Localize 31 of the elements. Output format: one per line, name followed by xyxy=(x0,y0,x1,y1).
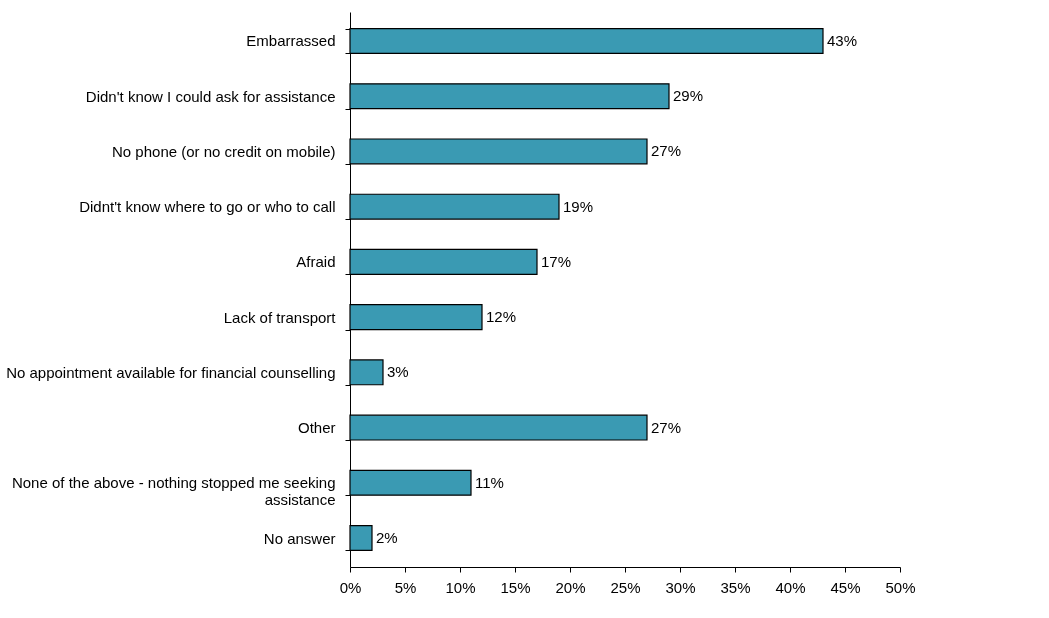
y-tick-label: No phone (or no credit on mobile) xyxy=(112,142,336,160)
data-label: 19% xyxy=(563,197,594,215)
data-label: 2% xyxy=(376,529,398,547)
x-tick-label: 35% xyxy=(720,578,751,596)
y-tick-label: Didn't know I could ask for assistance xyxy=(85,87,336,105)
x-tick-label: 25% xyxy=(610,578,641,596)
y-tick-label: Lack of transport xyxy=(223,308,337,326)
data-label: 3% xyxy=(387,363,409,381)
x-tick-label: 45% xyxy=(830,578,861,596)
data-label: 12% xyxy=(486,308,517,326)
y-tick-label: Other xyxy=(297,419,336,437)
data-label: 27% xyxy=(651,142,682,160)
data-label: 17% xyxy=(541,252,572,270)
x-tick-label: 30% xyxy=(665,578,696,596)
y-tick-label: None of the above - nothing stopped me seeking assistance xyxy=(11,474,336,509)
y-tick-label: Afraid xyxy=(296,253,336,271)
x-tick-label: 10% xyxy=(445,578,476,596)
x-tick-label: 20% xyxy=(555,578,586,596)
x-tick-label: 0% xyxy=(339,578,362,596)
x-tick-label: 40% xyxy=(775,578,806,596)
x-tick-label: 50% xyxy=(885,578,916,596)
x-tick-label: 15% xyxy=(500,578,531,596)
data-label: 11% xyxy=(475,473,504,491)
x-tick-label: 5% xyxy=(394,578,417,596)
data-label: 27% xyxy=(651,418,682,436)
y-tick-label: Didnt't know where to go or who to call xyxy=(79,198,336,216)
data-label: 29% xyxy=(673,87,704,105)
y-tick-label: No appointment available for financial counselling xyxy=(6,363,336,381)
y-tick-label: No answer xyxy=(263,529,336,547)
y-tick-label: Embarrassed xyxy=(246,32,336,50)
data-label: 43% xyxy=(827,31,858,49)
